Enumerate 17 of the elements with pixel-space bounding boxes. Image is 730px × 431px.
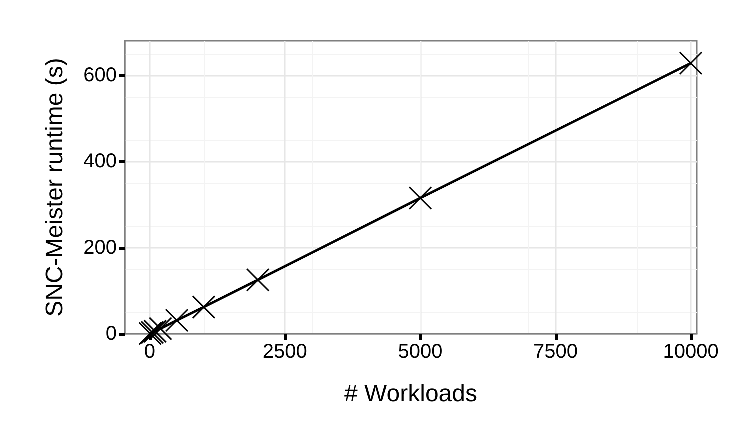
point xyxy=(408,186,432,210)
x-axis-title: # Workloads xyxy=(344,380,478,408)
x-tick-label: 10000 xyxy=(663,341,719,363)
point xyxy=(246,268,270,292)
y-tick-label: 400 xyxy=(84,150,117,173)
y-axis-title: SNC-Meister runtime (s) xyxy=(42,58,68,317)
point xyxy=(679,52,703,76)
y-tick-label: 600 xyxy=(84,64,117,86)
x-tick-label: 7500 xyxy=(534,341,578,363)
y-tick-label: 200 xyxy=(84,236,117,259)
point xyxy=(192,296,216,320)
x-tick-label: 2500 xyxy=(262,341,308,363)
x-tick-label: 5000 xyxy=(398,341,443,363)
y-tick-label: 0 xyxy=(106,323,117,345)
point xyxy=(165,308,189,332)
x-tick-label: 0 xyxy=(144,341,156,363)
point xyxy=(148,317,172,341)
